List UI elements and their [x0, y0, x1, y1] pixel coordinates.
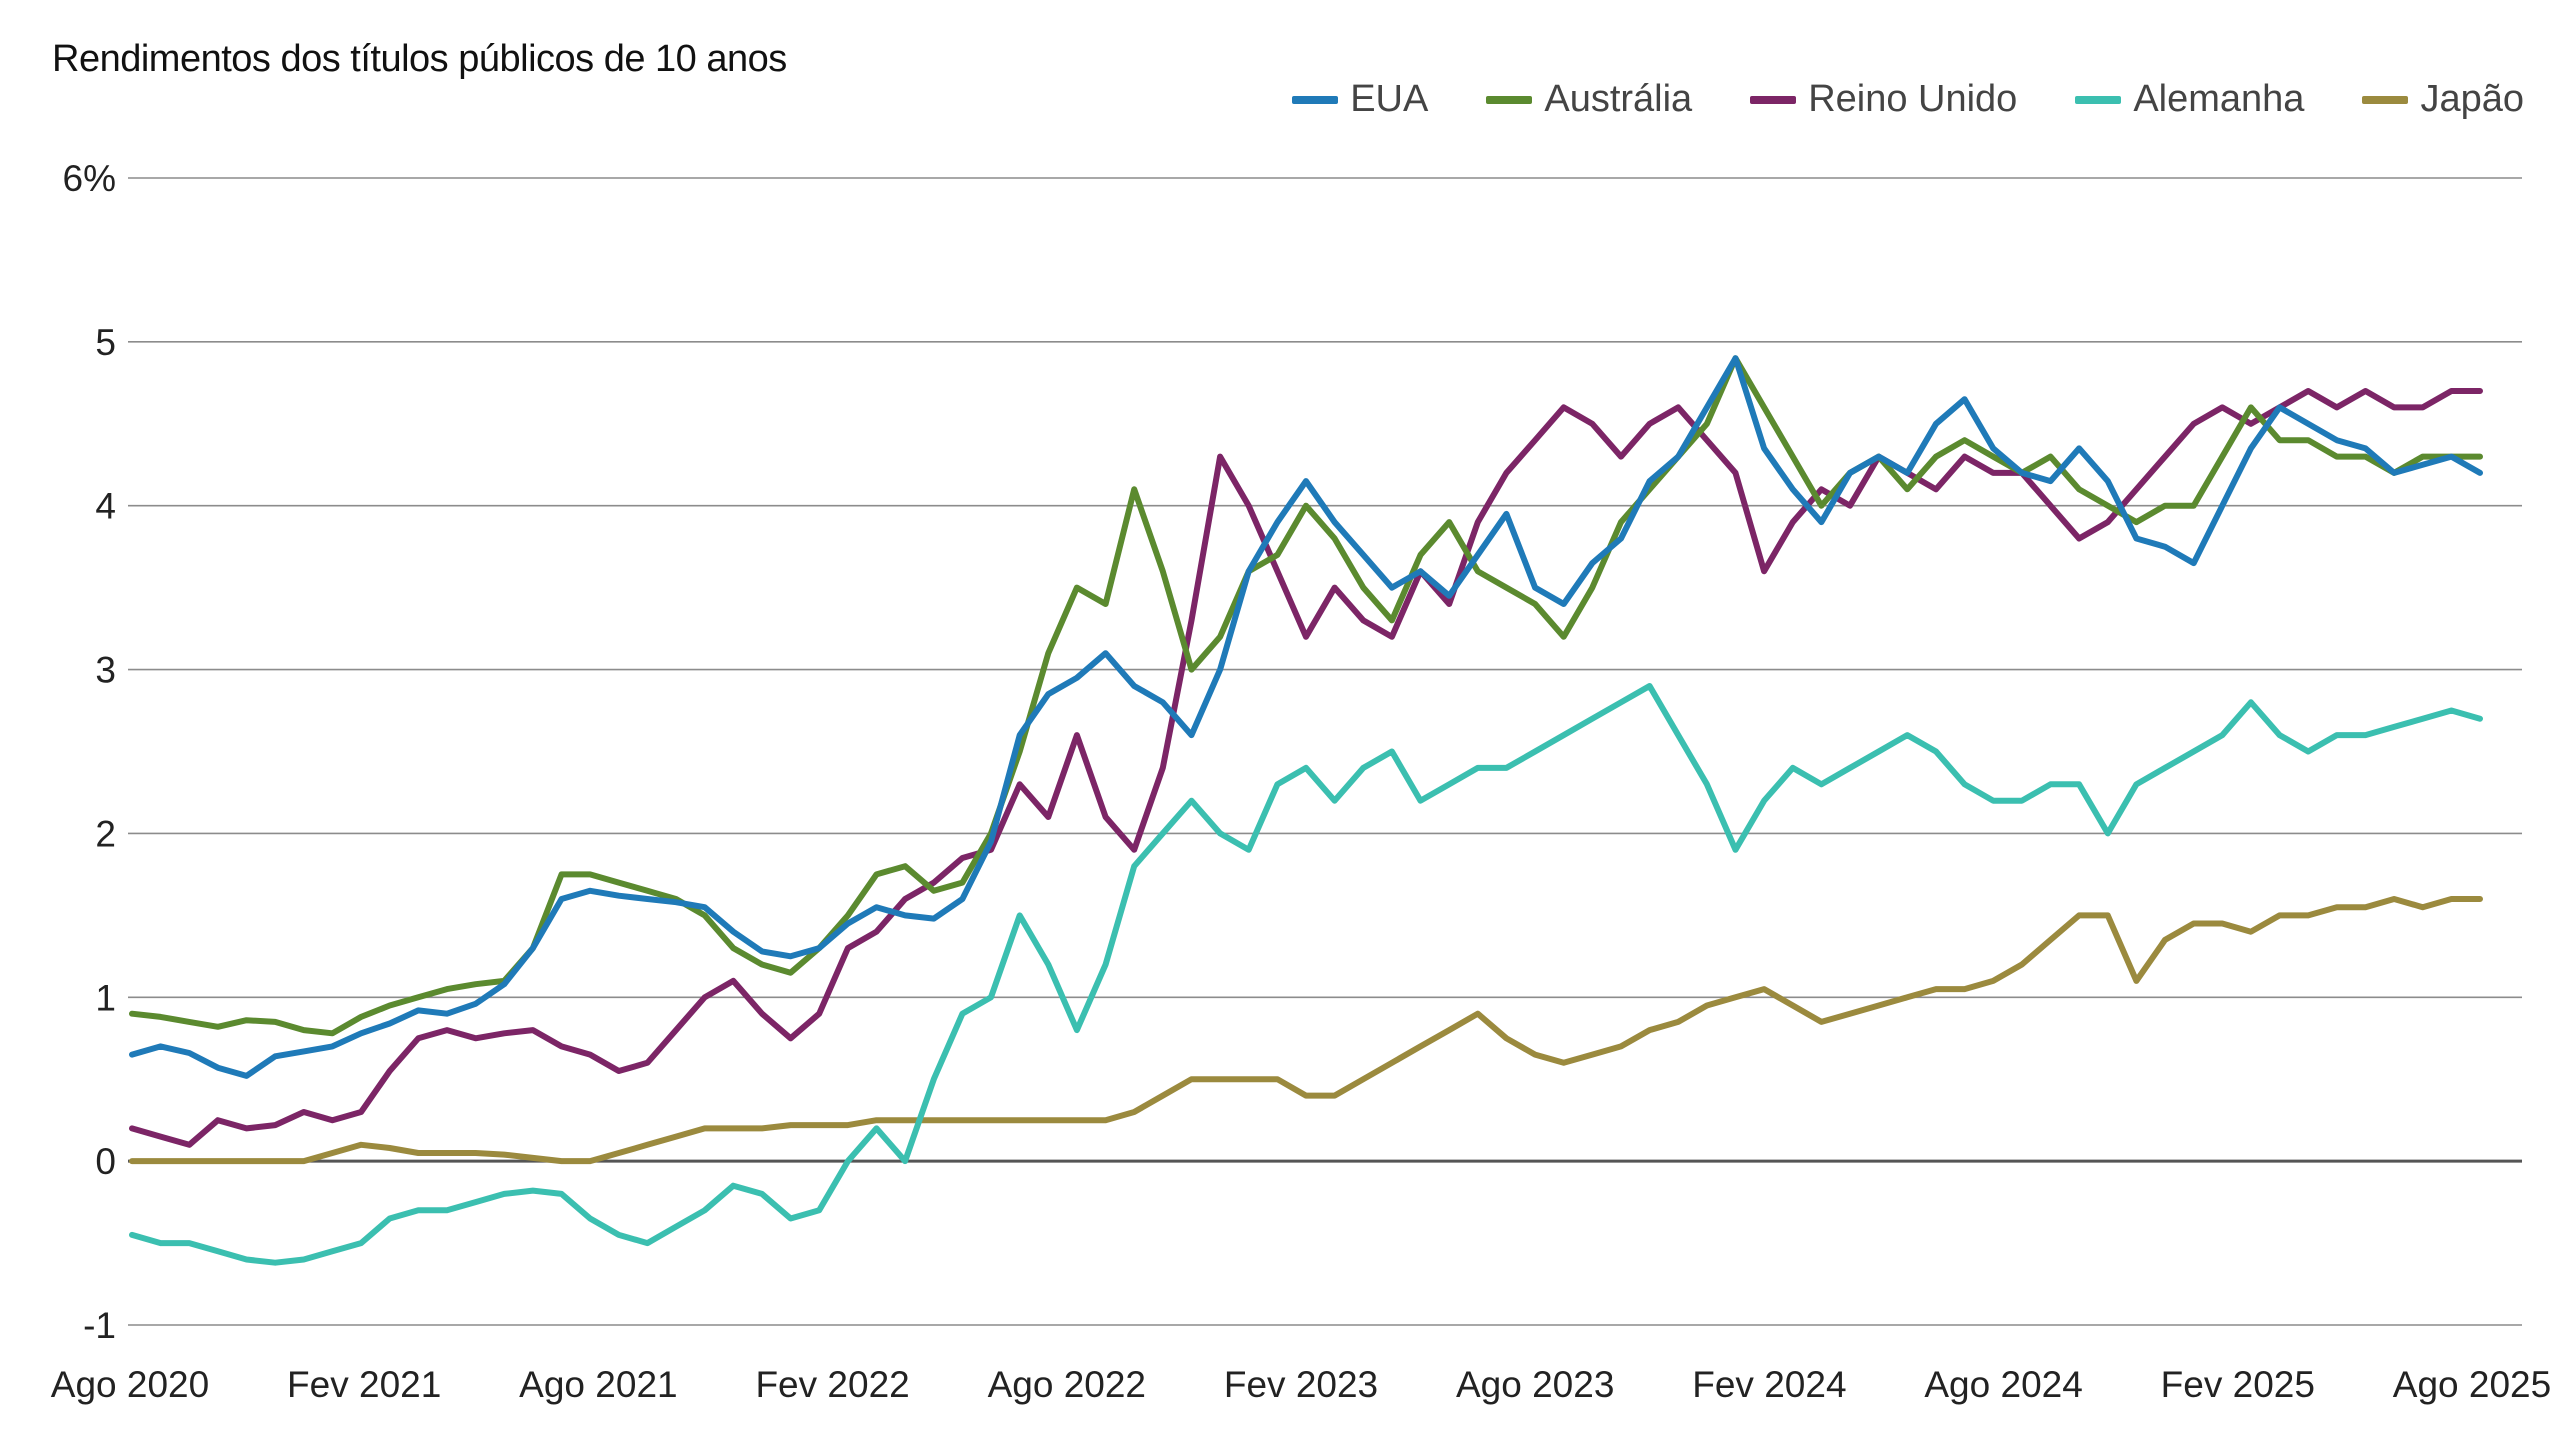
x-tick-label: Ago 2020: [51, 1364, 209, 1405]
x-tick-label: Fev 2022: [755, 1364, 909, 1405]
legend-item-reino-unido: Reino Unido: [1750, 78, 2017, 121]
x-tick-label: Fev 2021: [287, 1364, 441, 1405]
legend-item-austrália: Austrália: [1486, 78, 1692, 121]
legend-label: Reino Unido: [1808, 78, 2018, 120]
y-tick-label: 3: [95, 650, 116, 691]
legend-label: Japão: [2420, 78, 2524, 120]
legend-item-eua: EUA: [1292, 78, 1428, 121]
series-line-austrália: [129, 355, 2483, 1037]
series-line-japão: [129, 896, 2483, 1165]
x-tick-label: Fev 2025: [2161, 1364, 2315, 1405]
legend-item-alemanha: Alemanha: [2075, 78, 2304, 121]
x-tick-label: Ago 2021: [519, 1364, 677, 1405]
x-tick-label: Fev 2024: [1692, 1364, 1846, 1405]
chart-title: Rendimentos dos títulos públicos de 10 a…: [52, 38, 787, 80]
legend-swatch: [1486, 95, 1533, 104]
legend-swatch: [2362, 95, 2409, 104]
y-tick-label: 2: [95, 813, 116, 854]
y-tick-label: 4: [95, 486, 116, 527]
legend-label: Austrália: [1544, 78, 1693, 120]
legend-swatch: [1292, 95, 1339, 104]
legend-swatch: [1750, 95, 1797, 104]
legend-swatch: [2075, 95, 2122, 104]
legend: EUA Austrália Reino Unido Alemanha Japão: [1292, 78, 2524, 121]
legend-item-japão: Japão: [2362, 78, 2524, 121]
y-tick-label: 0: [95, 1141, 116, 1182]
x-tick-label: Ago 2024: [1924, 1364, 2082, 1405]
series-line-alemanha: [129, 683, 2483, 1266]
x-tick-label: Fev 2023: [1224, 1364, 1378, 1405]
x-tick-label: Ago 2022: [988, 1364, 1146, 1405]
series-line-reino-unido: [129, 388, 2483, 1148]
x-tick-label: Ago 2023: [1456, 1364, 1614, 1405]
y-tick-label: 1: [95, 977, 116, 1018]
legend-label: Alemanha: [2133, 78, 2305, 120]
y-tick-label: 5: [95, 322, 116, 363]
y-tick-label: 6%: [63, 158, 116, 199]
x-tick-label: Ago 2025: [2393, 1364, 2551, 1405]
legend-label: EUA: [1350, 78, 1429, 120]
y-tick-label: -1: [83, 1305, 116, 1346]
series-line-eua: [129, 355, 2483, 1079]
